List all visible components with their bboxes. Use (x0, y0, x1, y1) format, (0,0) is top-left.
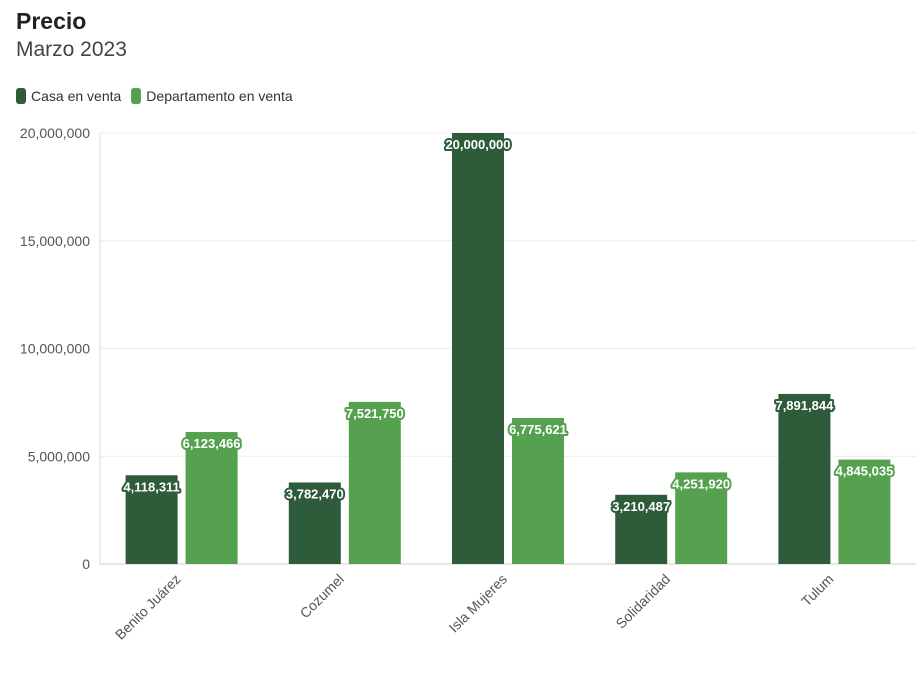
legend: Casa en venta Departamento en venta (16, 88, 303, 104)
legend-label-casa: Casa en venta (31, 88, 122, 104)
y-tick-label: 20,000,000 (20, 125, 90, 141)
x-tick-label: Benito Juárez (112, 571, 184, 643)
x-tick-label: Isla Mujeres (445, 571, 510, 636)
bar (452, 133, 504, 564)
y-tick-label: 0 (82, 556, 90, 572)
data-label: 7,891,844 (775, 398, 834, 413)
x-tick-label: Cozumel (297, 571, 347, 621)
data-label: 7,521,750 (346, 406, 404, 421)
y-tick-label: 10,000,000 (20, 341, 90, 357)
data-label: 4,118,311 (123, 479, 179, 494)
legend-item-departamento[interactable]: Departamento en venta (131, 88, 293, 104)
data-label: 4,845,035 (835, 464, 893, 479)
data-label: 6,123,466 (183, 436, 241, 451)
y-tick-label: 15,000,000 (20, 233, 90, 249)
bar (838, 459, 891, 564)
chart-subtitle: Marzo 2023 (16, 38, 127, 61)
bar (348, 401, 401, 564)
bar (675, 472, 728, 564)
data-label: 20,000,000 (445, 137, 510, 152)
y-tick-label: 5,000,000 (28, 448, 90, 464)
data-label: 6,775,621 (509, 422, 567, 437)
bar (185, 432, 238, 564)
bar (512, 417, 564, 564)
bar (288, 482, 341, 564)
x-tick-label: Solidaridad (612, 571, 673, 632)
legend-label-departamento: Departamento en venta (146, 88, 293, 104)
legend-swatch-casa (16, 88, 26, 104)
bar (615, 494, 668, 564)
legend-item-casa[interactable]: Casa en venta (16, 88, 121, 104)
data-label: 3,210,487 (612, 499, 670, 514)
x-tick-label: Tulum (798, 571, 836, 609)
bar (125, 475, 178, 564)
data-label: 3,782,470 (286, 486, 344, 501)
data-label: 4,251,920 (672, 476, 730, 491)
chart-title: Precio (16, 8, 87, 34)
legend-swatch-departamento (131, 88, 142, 104)
bar (778, 393, 831, 564)
